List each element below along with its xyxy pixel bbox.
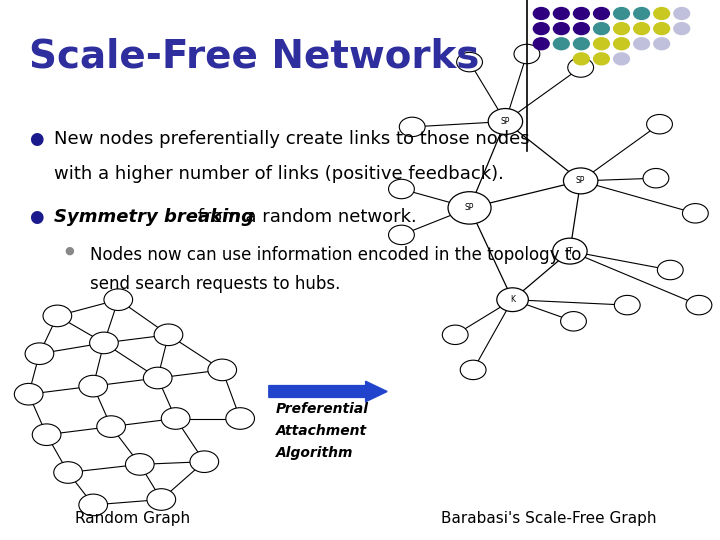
Circle shape	[574, 8, 589, 19]
Circle shape	[79, 494, 107, 516]
Circle shape	[190, 451, 219, 472]
Text: Symmetry breaking: Symmetry breaking	[54, 208, 253, 226]
Circle shape	[497, 288, 528, 312]
Circle shape	[25, 343, 54, 364]
Text: SP: SP	[465, 204, 474, 212]
Circle shape	[613, 23, 629, 35]
Circle shape	[54, 462, 83, 483]
Circle shape	[226, 408, 254, 429]
Circle shape	[654, 8, 670, 19]
Circle shape	[14, 383, 43, 405]
Circle shape	[634, 8, 649, 19]
Text: Random Graph: Random Graph	[75, 511, 190, 526]
Circle shape	[574, 38, 589, 50]
Text: Scale-Free Networks: Scale-Free Networks	[29, 38, 479, 76]
Circle shape	[389, 179, 414, 199]
Text: Attachment: Attachment	[276, 424, 367, 438]
Circle shape	[674, 23, 690, 35]
Circle shape	[456, 52, 482, 72]
Circle shape	[488, 109, 523, 134]
Text: send search requests to hubs.: send search requests to hubs.	[89, 275, 340, 293]
Circle shape	[43, 305, 72, 327]
Text: from a random network.: from a random network.	[192, 208, 417, 226]
Circle shape	[613, 8, 629, 19]
Circle shape	[96, 416, 125, 437]
Circle shape	[104, 289, 132, 310]
Circle shape	[554, 38, 570, 50]
Text: New nodes preferentially create links to those nodes: New nodes preferentially create links to…	[54, 130, 529, 147]
Text: Algorithm: Algorithm	[276, 446, 354, 460]
Circle shape	[657, 260, 683, 280]
Circle shape	[593, 23, 609, 35]
Circle shape	[400, 117, 425, 137]
Text: Preferential: Preferential	[276, 402, 369, 416]
Text: SP: SP	[576, 177, 585, 185]
Circle shape	[79, 375, 107, 397]
Text: K: K	[510, 295, 515, 304]
Circle shape	[683, 204, 708, 223]
Text: Nodes now can use information encoded in the topology to: Nodes now can use information encoded in…	[89, 246, 581, 264]
Circle shape	[143, 367, 172, 389]
Circle shape	[442, 325, 468, 345]
Circle shape	[125, 454, 154, 475]
Text: T: T	[567, 247, 572, 255]
Circle shape	[574, 53, 589, 65]
Circle shape	[147, 489, 176, 510]
Circle shape	[634, 23, 649, 35]
Circle shape	[32, 424, 61, 446]
Text: Barabasi's Scale-Free Graph: Barabasi's Scale-Free Graph	[441, 511, 656, 526]
Text: ●: ●	[65, 246, 74, 256]
Circle shape	[613, 53, 629, 65]
Circle shape	[593, 8, 609, 19]
Circle shape	[574, 23, 589, 35]
Circle shape	[647, 114, 672, 134]
Text: SP: SP	[500, 117, 510, 126]
Circle shape	[568, 58, 593, 77]
Circle shape	[593, 38, 609, 50]
Text: ●: ●	[29, 130, 43, 147]
Circle shape	[460, 360, 486, 380]
Text: with a higher number of links (positive feedback).: with a higher number of links (positive …	[54, 165, 504, 183]
Circle shape	[389, 225, 414, 245]
Circle shape	[554, 23, 570, 35]
Circle shape	[561, 312, 586, 331]
Text: ●: ●	[29, 208, 43, 226]
Circle shape	[514, 44, 540, 64]
Circle shape	[89, 332, 118, 354]
Circle shape	[564, 168, 598, 194]
Circle shape	[161, 408, 190, 429]
Circle shape	[593, 53, 609, 65]
Circle shape	[674, 8, 690, 19]
Circle shape	[613, 38, 629, 50]
Circle shape	[154, 324, 183, 346]
Circle shape	[634, 38, 649, 50]
Circle shape	[534, 38, 549, 50]
Circle shape	[208, 359, 237, 381]
Circle shape	[614, 295, 640, 315]
Circle shape	[654, 38, 670, 50]
Circle shape	[643, 168, 669, 188]
Circle shape	[553, 238, 587, 264]
Circle shape	[534, 23, 549, 35]
FancyArrow shape	[269, 381, 387, 402]
Circle shape	[686, 295, 712, 315]
Circle shape	[654, 23, 670, 35]
Circle shape	[534, 8, 549, 19]
Circle shape	[554, 8, 570, 19]
Circle shape	[448, 192, 491, 224]
